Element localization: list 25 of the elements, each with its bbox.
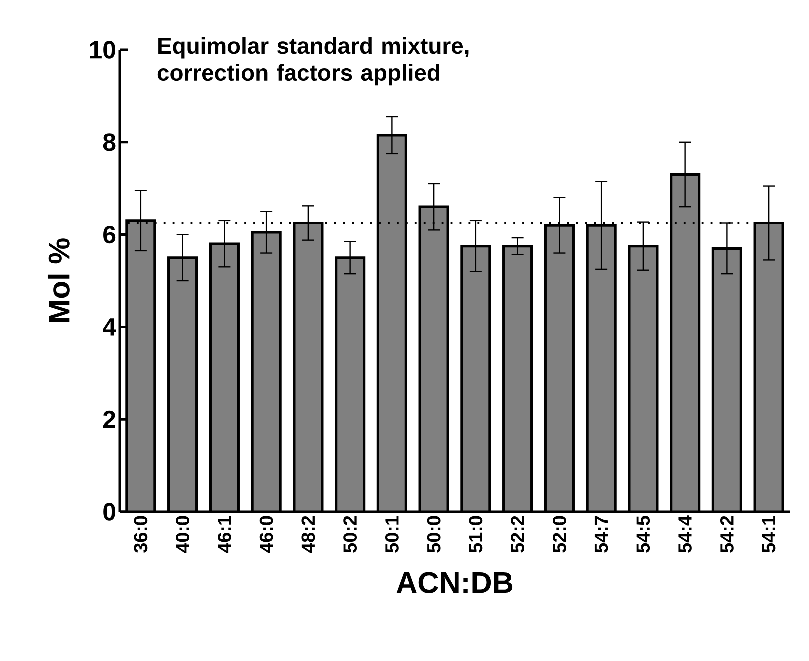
x-tick-label: 48:2 bbox=[302, 516, 316, 554]
x-tick-label: 51:0 bbox=[469, 516, 483, 553]
x-tick-label: 40:0 bbox=[176, 516, 190, 554]
x-tick-label: 52:0 bbox=[552, 516, 566, 553]
x-tick-label: 50:0 bbox=[427, 516, 441, 553]
x-tick-label: 52:2 bbox=[511, 516, 525, 553]
x-tick-label: 46:0 bbox=[260, 516, 274, 554]
x-tick-label: 36:0 bbox=[134, 516, 148, 553]
y-tick-label: 8 bbox=[103, 134, 116, 152]
x-tick-label: 50:2 bbox=[344, 516, 358, 553]
x-tick-label: 54:5 bbox=[636, 516, 650, 553]
x-tick-label: 54:7 bbox=[594, 516, 608, 553]
y-tick-label: 4 bbox=[103, 318, 116, 336]
y-tick-label: 2 bbox=[103, 410, 116, 428]
chart-title: Equimolar standard mixture, correction factors applied bbox=[158, 37, 469, 86]
x-tick-label: 46:1 bbox=[218, 516, 232, 554]
y-tick-label: 6 bbox=[104, 226, 116, 244]
y-tick-label: 0 bbox=[104, 503, 116, 521]
x-tick-label: 50:1 bbox=[385, 516, 399, 553]
x-tick-label: 54:1 bbox=[762, 516, 776, 553]
x-tick-label: 54:4 bbox=[678, 516, 692, 553]
y-tick-label: 10 bbox=[90, 41, 116, 59]
y-axis-title: Mol % bbox=[48, 238, 70, 322]
x-axis-title: ACN:DB bbox=[396, 572, 513, 594]
x-tick-label: 54:2 bbox=[720, 516, 734, 553]
